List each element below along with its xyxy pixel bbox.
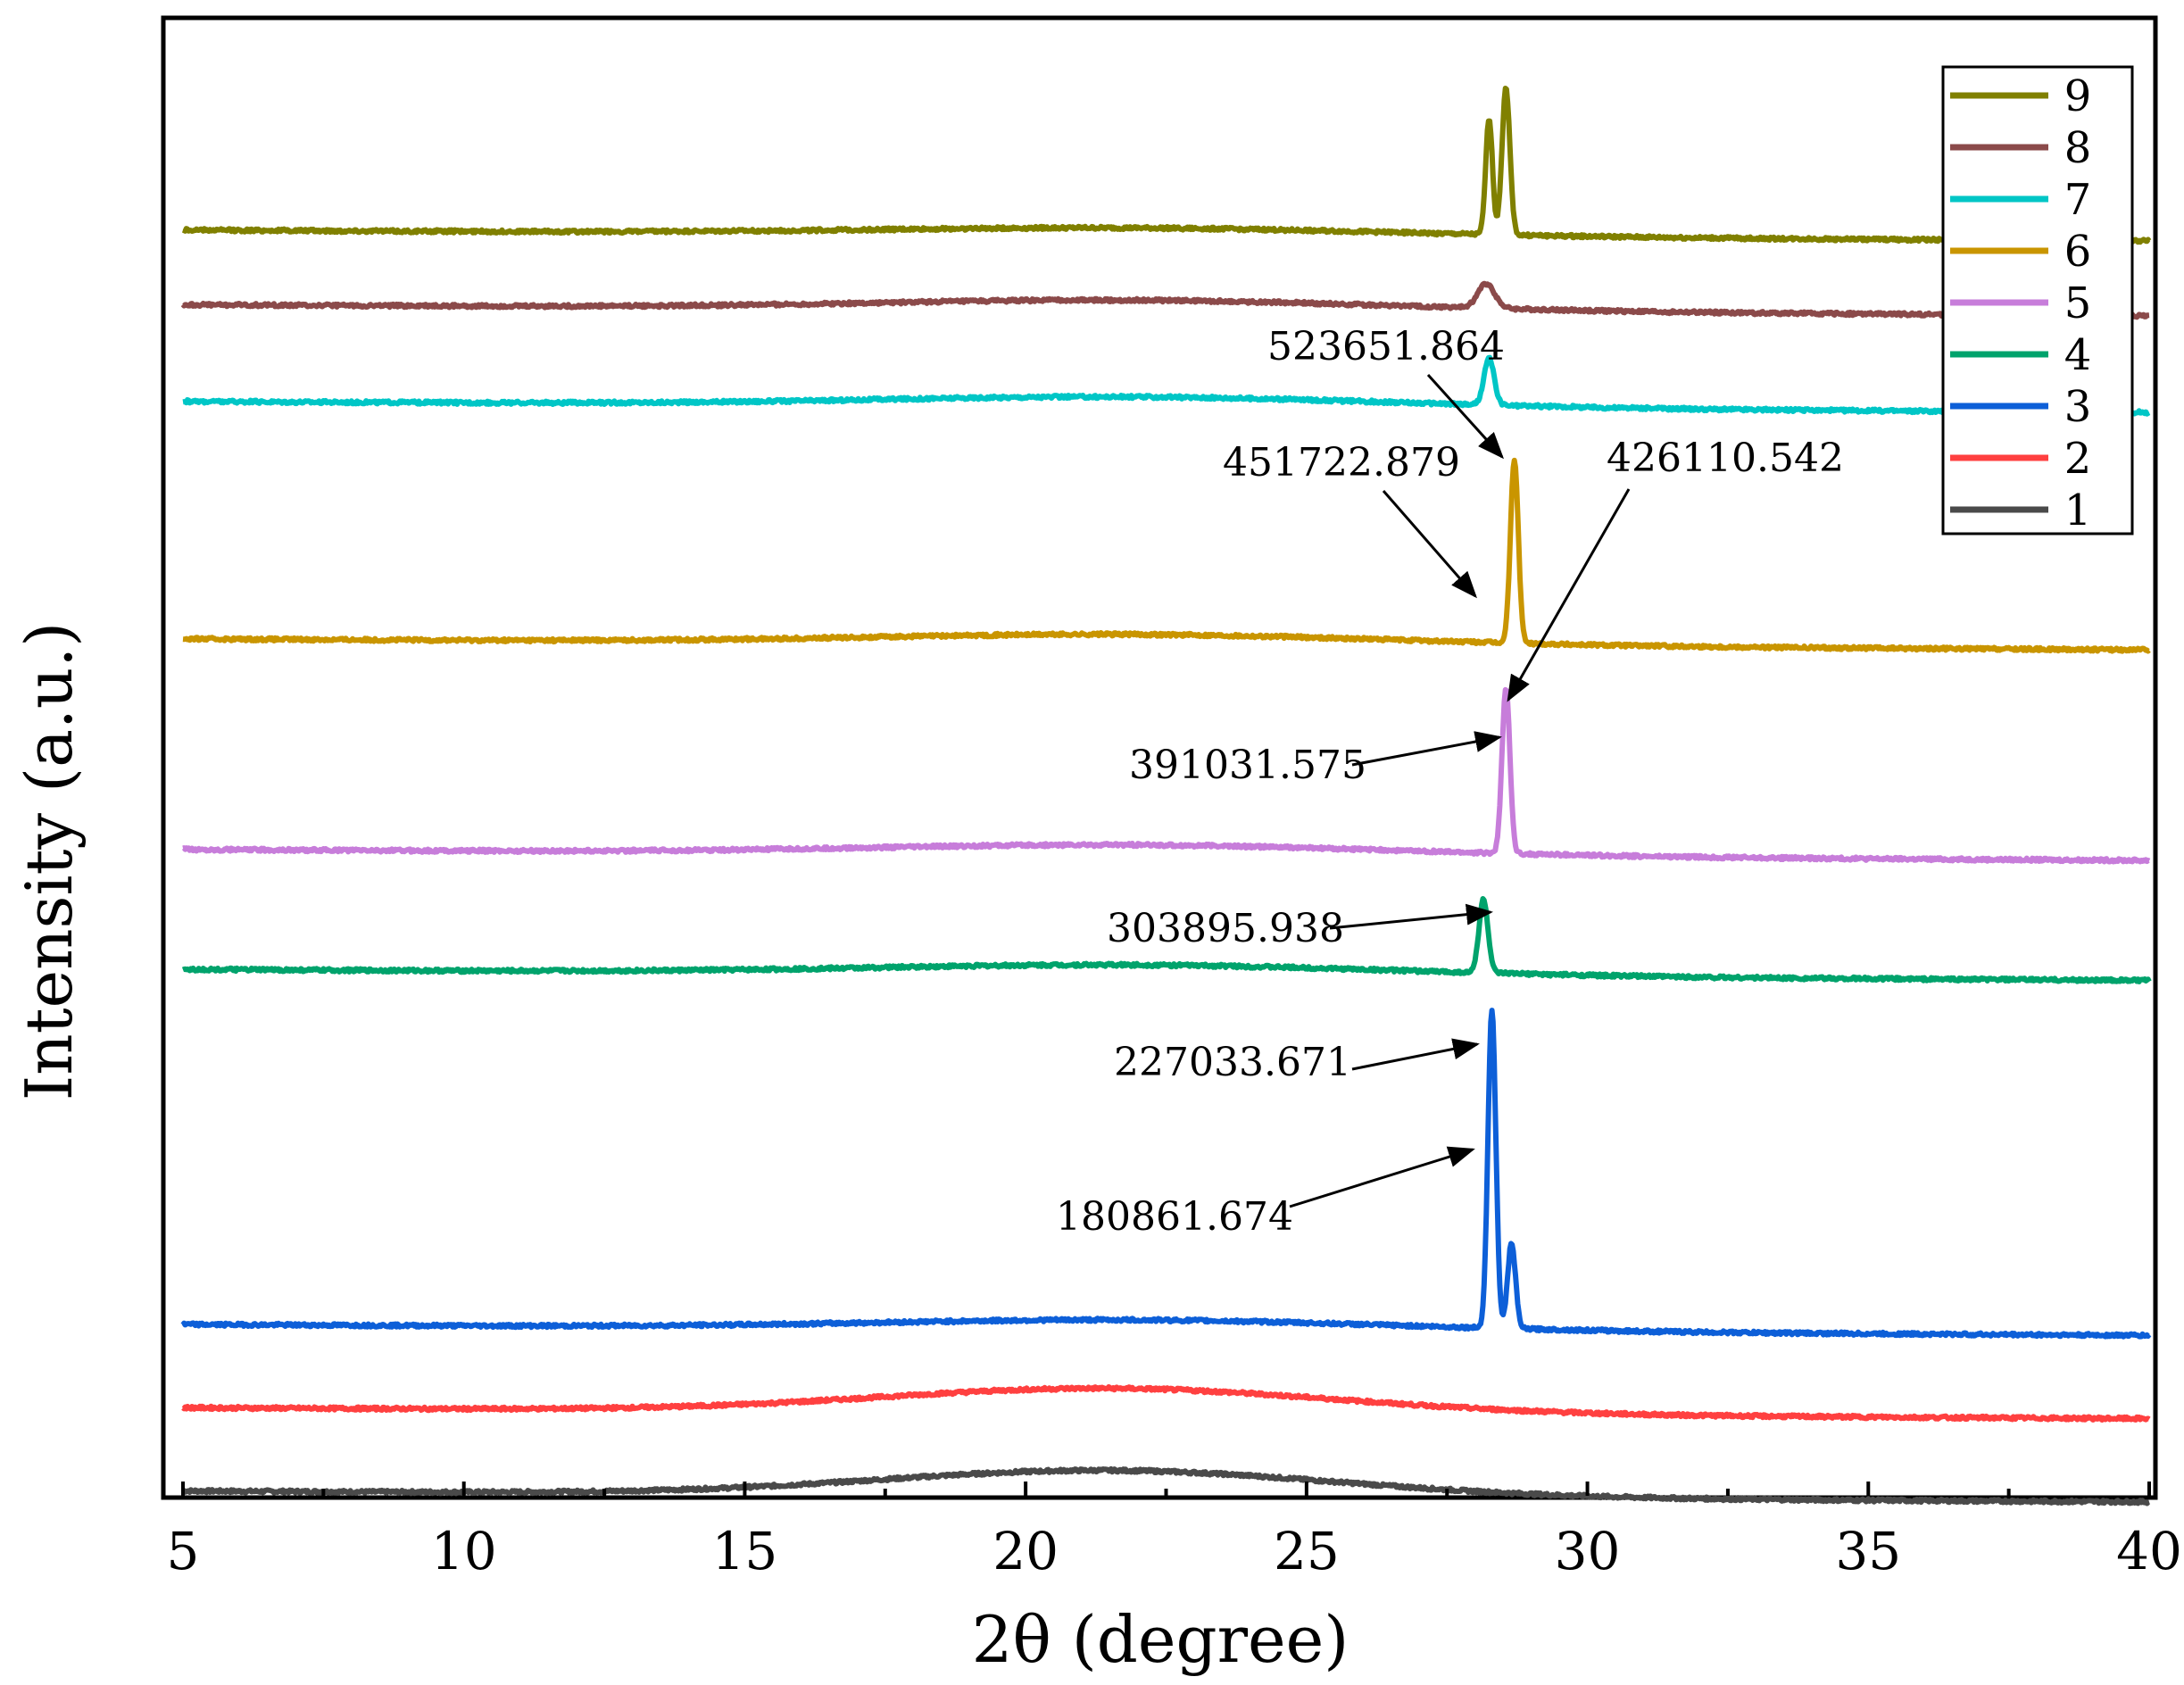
x-tick-label: 40 (2116, 1521, 2182, 1581)
series-line-7 (181, 354, 2151, 417)
peak-annotation-arrow (1351, 731, 1502, 767)
peak-annotation-arrow (1426, 373, 1505, 460)
legend-label-6: 6 (2064, 227, 2092, 277)
legend-label-1: 1 (2064, 486, 2092, 535)
peak-annotation-arrow (1351, 1038, 1480, 1071)
legend-label-8: 8 (2064, 123, 2092, 173)
peak-annotation-label: 180861.674 (1056, 1194, 1293, 1240)
legend-label-5: 5 (2064, 278, 2092, 328)
peak-annotation-arrow (1329, 903, 1493, 930)
peak-annotation-arrow (1382, 490, 1477, 599)
plot-frame (161, 15, 2158, 1500)
peak-annotation-label: 303895.938 (1107, 906, 1344, 951)
legend-label-4: 4 (2064, 330, 2092, 380)
legend-label-7: 7 (2064, 175, 2092, 225)
series-line-8 (180, 280, 2151, 320)
x-tick-label: 10 (431, 1521, 497, 1581)
x-tick-label: 15 (712, 1521, 778, 1581)
series-line-2 (181, 1384, 2151, 1423)
x-tick-label: 30 (1555, 1521, 1621, 1581)
x-tick-label: 5 (167, 1521, 200, 1581)
series-line-3 (180, 1008, 2152, 1340)
y-axis-title: Intensity (a.u.) (12, 622, 87, 1100)
peak-annotation-arrow (1507, 488, 1631, 702)
series-line-1 (181, 1465, 2151, 1507)
x-tick-label: 35 (1835, 1521, 1901, 1581)
annotations: 523651.864 451722.879 426110.542 391031.575… (1056, 324, 1844, 1240)
x-axis: 5 10 15 20 25 30 35 40 (167, 1482, 2182, 1581)
x-axis-title: 2θ (degree) (972, 1602, 1349, 1677)
legend-label-2: 2 (2064, 434, 2092, 484)
peak-annotation-label: 391031.575 (1129, 743, 1366, 788)
peak-annotation-label: 451722.879 (1223, 440, 1460, 486)
series-line-9 (181, 86, 2152, 245)
series-line-5 (181, 686, 2151, 865)
peak-annotation-label: 523651.864 (1267, 324, 1505, 369)
series-line-4 (181, 896, 2152, 984)
peak-annotation-label: 227033.671 (1114, 1040, 1351, 1085)
x-tick-label: 20 (992, 1521, 1059, 1581)
peak-annotation-label: 426110.542 (1607, 436, 1844, 481)
legend-label-9: 9 (2064, 71, 2092, 121)
peak-annotation-arrow (1289, 1146, 1475, 1208)
series-layer (180, 86, 2152, 1507)
series-line-6 (181, 457, 2151, 654)
x-tick-label: 25 (1274, 1521, 1340, 1581)
legend-label-3: 3 (2064, 382, 2092, 432)
